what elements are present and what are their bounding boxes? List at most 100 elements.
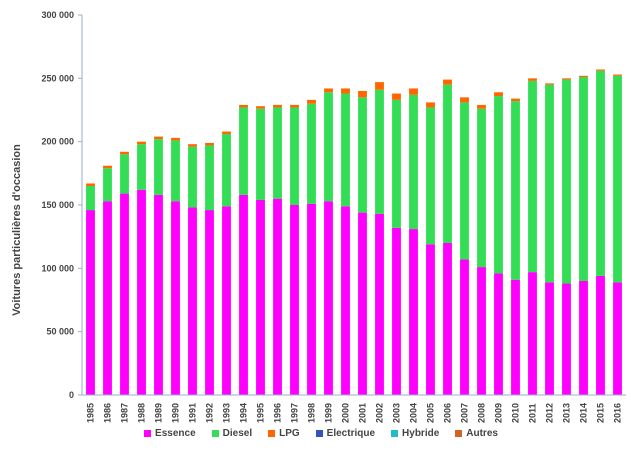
bar-segment-essence <box>375 213 384 395</box>
bar-segment-essence <box>409 229 418 395</box>
legend-label: Hybride <box>402 428 440 439</box>
bars <box>86 69 622 395</box>
bar-segment-diesel <box>545 84 554 283</box>
legend-swatch <box>268 430 276 437</box>
bar-segment-lpg <box>103 165 112 169</box>
bar-segment-diesel <box>120 154 129 194</box>
bar-segment-lpg <box>511 98 520 102</box>
bar-segment-lpg <box>188 144 197 147</box>
bar-segment-essence <box>239 194 248 395</box>
bar-segment-diesel <box>239 107 248 195</box>
bar-segment-diesel <box>596 70 605 276</box>
x-tick-label: 2004 <box>409 403 419 423</box>
bar-segment-lpg <box>290 104 299 108</box>
bar-segment-diesel <box>86 186 95 211</box>
bar-segment-essence <box>426 244 435 395</box>
x-tick-label: 1994 <box>239 403 249 423</box>
bar-segment-lpg <box>477 104 486 109</box>
legend-item-diesel: Diesel <box>211 428 253 439</box>
bar-segment-diesel <box>409 94 418 230</box>
bar-segment-lpg <box>358 91 367 98</box>
bar-segment-diesel <box>307 103 316 204</box>
bar-segment-essence <box>103 201 112 395</box>
legend-label: Electrique <box>326 428 376 439</box>
legend-swatch <box>144 430 152 437</box>
x-tick-label: 1986 <box>103 403 113 423</box>
bar-segment-lpg <box>222 131 231 135</box>
legend-label: Essence <box>155 428 196 439</box>
bar-segment-diesel <box>341 93 350 207</box>
legend-item-essence: Essence <box>144 428 196 439</box>
bar-segment-lpg <box>375 82 384 90</box>
x-tick-label: 1991 <box>188 403 198 423</box>
bar-segment-lpg <box>324 88 333 93</box>
bar-segment-diesel <box>188 146 197 208</box>
bar-segment-diesel <box>205 145 214 211</box>
x-tick-label: 1987 <box>120 403 130 423</box>
x-tick-label: 2000 <box>341 403 351 423</box>
legend-item-lpg: LPG <box>268 428 300 439</box>
bar-segment-essence <box>460 259 469 395</box>
bar-segment-diesel <box>103 168 112 202</box>
bar-segment-essence <box>273 198 282 395</box>
bar-segment-lpg <box>460 97 469 103</box>
bar-segment-essence <box>120 193 129 395</box>
bar-segment-essence <box>477 267 486 395</box>
bar-segment-diesel <box>154 139 163 195</box>
x-tick-label: 2009 <box>494 403 504 423</box>
x-tick-label: 1998 <box>307 403 317 423</box>
bar-segment-diesel <box>426 107 435 245</box>
legend-swatch <box>211 430 219 437</box>
bar-segment-diesel <box>358 97 367 213</box>
bar-segment-diesel <box>273 107 282 199</box>
x-tick-label: 2014 <box>579 403 589 423</box>
legend-swatch <box>455 430 463 437</box>
x-tick-label: 2011 <box>528 403 538 423</box>
x-tick-label: 2008 <box>477 403 487 423</box>
legend-label: LPG <box>279 428 300 439</box>
bar-segment-lpg <box>239 104 248 108</box>
bar-segment-lpg <box>613 74 622 76</box>
bar-segment-diesel <box>256 108 265 200</box>
x-tick-label: 2002 <box>375 403 385 423</box>
y-tick-label: 200 000 <box>41 137 74 147</box>
x-tick-label: 1995 <box>256 403 266 423</box>
bar-segment-essence <box>324 201 333 395</box>
bar-segment-diesel <box>375 89 384 214</box>
y-axis-title: Voitures particulières d'occasion <box>11 144 23 316</box>
x-tick-label: 2015 <box>596 403 606 423</box>
y-tick-label: 300 000 <box>41 10 74 20</box>
y-axis: 0 50 000 100 000 150 000 200 000 250 000 300 0… <box>41 10 83 400</box>
bar-segment-lpg <box>443 79 452 85</box>
bar-segment-lpg <box>137 141 146 145</box>
bar-segment-diesel <box>392 99 401 228</box>
x-tick-label: 1999 <box>324 403 334 423</box>
bar-segment-diesel <box>511 101 520 280</box>
bar-segment-essence <box>494 273 503 395</box>
x-tick-label: 2016 <box>613 403 623 423</box>
legend-label: Diesel <box>222 428 253 439</box>
bar-segment-diesel <box>171 140 180 202</box>
bar-segment-diesel <box>562 79 571 284</box>
x-tick-label: 2001 <box>358 403 368 423</box>
bar-segment-essence <box>256 199 265 395</box>
y-tick-label: 50 000 <box>46 327 74 337</box>
bar-segment-essence <box>358 212 367 395</box>
bar-segment-lpg <box>256 106 265 109</box>
x-tick-label: 1988 <box>137 403 147 423</box>
bar-segment-diesel <box>137 144 146 190</box>
bar-segment-essence <box>341 206 350 395</box>
bar-segment-diesel <box>613 75 622 283</box>
x-tick-label: 1990 <box>171 403 181 423</box>
bar-segment-essence <box>613 282 622 395</box>
bar-segment-lpg <box>596 69 605 71</box>
x-tick-label: 2005 <box>426 403 436 423</box>
legend: Essence Diesel LPG Electrique Hybride Autres <box>0 428 642 439</box>
legend-item-autres: Autres <box>455 428 498 439</box>
y-tick-label: 250 000 <box>41 73 74 83</box>
bar-segment-essence <box>579 281 588 395</box>
bar-segment-essence <box>205 210 214 395</box>
legend-item-electrique: Electrique <box>315 428 376 439</box>
bar-segment-essence <box>528 272 537 395</box>
